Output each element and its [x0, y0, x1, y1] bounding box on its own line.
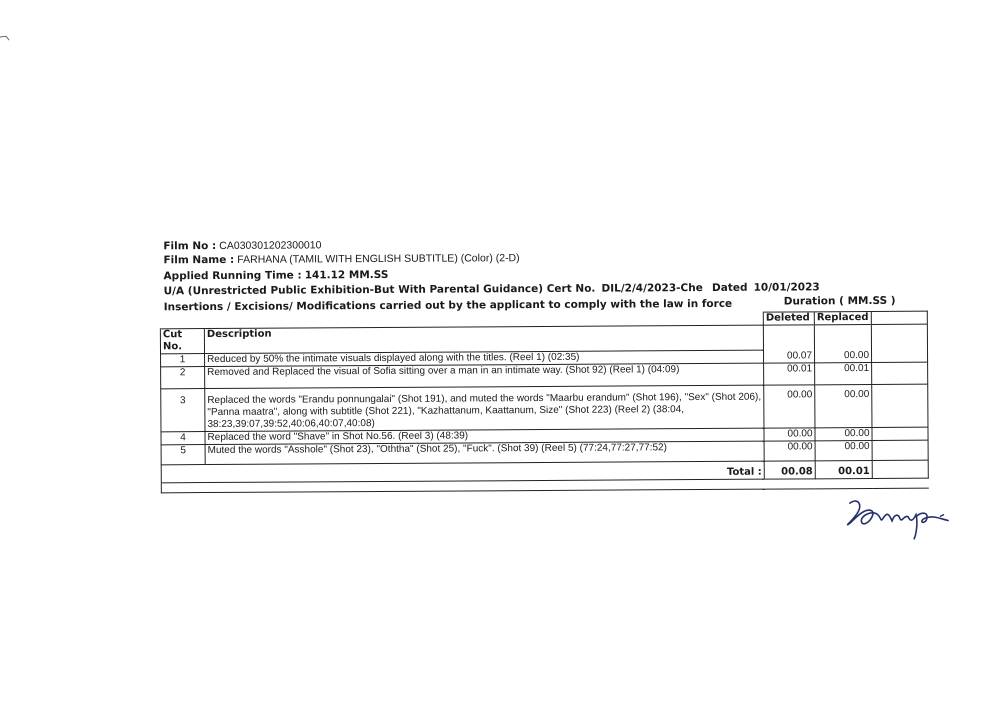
- header-description: Description: [204, 325, 764, 354]
- table-row: 3 Replaced the words "Erandu ponnungalai…: [160, 384, 928, 432]
- deleted: 00.00: [764, 440, 816, 462]
- cut-no: 4: [160, 431, 206, 445]
- description: Replaced the words "Erandu ponnungalai" …: [204, 385, 764, 432]
- film-name-value: FARHANA (TAMIL WITH ENGLISH SUBTITLE) (C…: [237, 252, 520, 266]
- header-cut-no: Cut No.: [160, 328, 205, 354]
- cut-no: 3: [160, 388, 205, 432]
- film-no-label: Film No :: [163, 239, 217, 253]
- deleted: 00.00: [763, 384, 815, 429]
- deleted: 00.00: [763, 427, 816, 442]
- column-header-row: Cut No. Description 00.07 00.00: [160, 324, 928, 364]
- row1-replaced: 00.00: [814, 324, 872, 363]
- deleted: 00.01: [763, 362, 815, 386]
- duration-header: Duration ( MM.SS ): [783, 294, 896, 308]
- cert-no: DIL/2/4/2023-Che: [601, 282, 703, 295]
- replaced: 00.00: [815, 440, 873, 461]
- cut-no: 1: [160, 353, 205, 367]
- replaced: 00.00: [814, 427, 873, 441]
- total-replaced: 00.01: [815, 460, 873, 479]
- section-title: Insertions / Excisions/ Modifications ca…: [163, 297, 733, 314]
- cert-date: 10/01/2023: [753, 281, 820, 294]
- total-deleted: 00.08: [764, 460, 816, 480]
- signature-icon: [836, 492, 966, 548]
- certificate-line: U/A (Unrestricted Public Exhibition-But …: [164, 281, 820, 297]
- certificate-text: U/A (Unrestricted Public Exhibition-But …: [163, 282, 596, 298]
- running-time-line: Applied Running Time : 141.12 MM.SS: [164, 269, 389, 282]
- film-no-value: CA030301202300010: [219, 239, 322, 252]
- cut-no: 5: [161, 444, 206, 465]
- row1-deleted: 00.07: [763, 324, 815, 364]
- section-title-line: Insertions / Excisions/ Modifications ca…: [164, 298, 733, 313]
- header-replaced: Replaced: [814, 311, 872, 325]
- replaced: 00.01: [814, 362, 872, 385]
- film-no-line: Film No : CA030301202300010: [163, 239, 321, 252]
- header-deleted: Deleted: [763, 311, 815, 326]
- modifications-table: Deleted Replaced Cut No. Description 00.…: [160, 311, 929, 494]
- dated-label: Dated: [711, 281, 748, 294]
- replaced: 00.00: [814, 384, 872, 428]
- running-time-label: Applied Running Time :: [163, 269, 302, 283]
- film-name-line: Film Name : FARHANA (TAMIL WITH ENGLISH …: [163, 252, 519, 266]
- film-name-label: Film Name :: [163, 253, 235, 267]
- scan-mark: [0, 28, 10, 41]
- cut-no: 2: [160, 366, 205, 389]
- running-time-value: 141.12 MM.SS: [304, 268, 389, 282]
